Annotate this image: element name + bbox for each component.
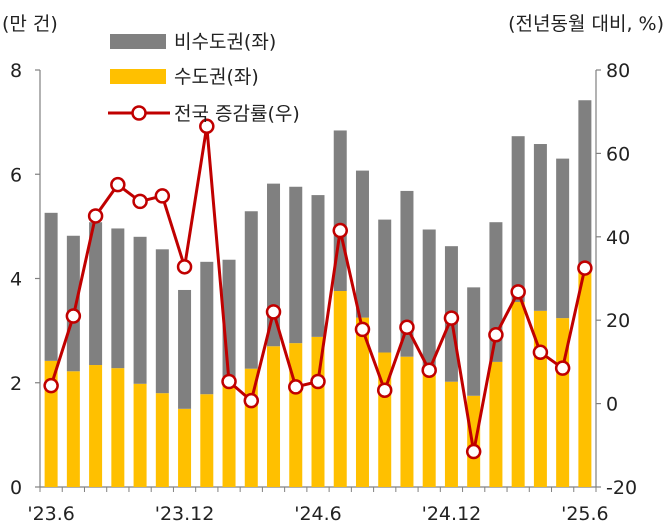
x-tick-label: '24.6 [294, 503, 342, 525]
bar-capital [578, 272, 592, 487]
bar-capital [444, 381, 458, 487]
right-tick-label: 40 [606, 227, 630, 249]
national-rate-point [332, 222, 348, 239]
right-tick-label: 0 [606, 394, 618, 416]
national-rate-point [110, 176, 126, 193]
bar-capital [200, 394, 214, 487]
bar-capital [311, 336, 325, 487]
legend-swatch-non-capital [110, 34, 166, 49]
bar-capital [155, 393, 169, 487]
national-rate-point [532, 344, 549, 361]
left-tick-label: 8 [10, 60, 22, 82]
bar-non-capital [422, 229, 436, 370]
national-rate-point [577, 260, 593, 276]
bar-non-capital [355, 170, 369, 318]
national-rate-point [176, 259, 193, 275]
bar-non-capital [89, 222, 103, 366]
national-rate-point [443, 310, 460, 326]
left-tick-label: 0 [10, 477, 22, 499]
bar-series-group [44, 100, 592, 487]
legend: 비수도권(좌) 수도권(좌) 전국 증감률(우) [108, 31, 300, 125]
national-rate-point [376, 382, 393, 399]
bar-non-capital [556, 158, 570, 319]
x-tick-label: '25.6 [561, 503, 609, 525]
national-rate-point [399, 319, 415, 336]
bar-capital [267, 346, 281, 487]
national-rate-point [354, 321, 371, 338]
bar-capital [467, 395, 481, 487]
axes-group: (만 건) (전년동월 대비, %) 0 2 4 6 8 -20 0 20 40 60 80 '23.… [2, 13, 664, 525]
line-series-group [43, 118, 593, 460]
bar-non-capital [267, 183, 281, 347]
bar-capital [511, 301, 525, 487]
left-tick-label: 2 [10, 373, 22, 395]
bar-capital [289, 343, 303, 487]
legend-label-non-capital: 비수도권(좌) [174, 31, 276, 53]
bar-capital [66, 371, 80, 487]
national-rate-point [465, 443, 482, 460]
legend-swatch-capital [110, 69, 166, 84]
bar-capital [489, 361, 503, 487]
national-rate-point [65, 308, 82, 324]
national-rate-point [132, 193, 148, 210]
bar-non-capital [467, 287, 481, 396]
national-rate-point [87, 208, 104, 224]
bar-non-capital [111, 228, 125, 369]
national-rate-point [43, 377, 59, 394]
bar-capital [333, 291, 347, 487]
national-rate-point [554, 360, 571, 376]
bar-capital [378, 352, 392, 487]
national-rate-point [310, 373, 326, 390]
bar-non-capital [578, 100, 592, 273]
national-rate-point [243, 392, 260, 409]
x-tick-label: '24.12 [422, 503, 482, 525]
x-tick-label: '23.12 [155, 503, 215, 525]
bar-non-capital [400, 190, 414, 357]
national-rate-point [199, 118, 215, 135]
legend-line-point-marker [131, 105, 147, 121]
right-tick-label: -20 [606, 477, 637, 499]
bar-capital [111, 368, 125, 487]
bar-non-capital [155, 249, 169, 394]
national-rate-point [510, 284, 526, 300]
x-tick-label: '23.6 [27, 503, 75, 525]
bar-non-capital [44, 212, 58, 361]
bar-non-capital [378, 219, 392, 353]
bar-non-capital [311, 195, 325, 337]
bar-capital [400, 356, 414, 487]
left-tick-label: 6 [10, 164, 22, 186]
legend-label-national-rate: 전국 증감률(우) [174, 103, 300, 125]
bar-capital [556, 318, 570, 487]
bar-non-capital [533, 144, 547, 311]
bar-non-capital [511, 136, 525, 302]
bar-non-capital [133, 236, 147, 384]
bar-non-capital [200, 261, 214, 395]
bar-capital [355, 317, 369, 487]
bar-non-capital [66, 235, 80, 372]
bar-capital [422, 369, 436, 487]
national-rate-point [488, 327, 504, 343]
bar-non-capital [244, 211, 258, 369]
national-rate-point [154, 188, 171, 204]
bar-non-capital [178, 289, 192, 409]
right-tick-label: 60 [606, 143, 630, 165]
bar-capital [222, 384, 236, 487]
left-axis-unit-label: (만 건) [2, 13, 58, 35]
left-tick-label: 4 [10, 269, 22, 291]
national-rate-point [265, 304, 282, 320]
bar-capital [178, 408, 192, 487]
right-axis-unit-label: (전년동월 대비, %) [508, 13, 664, 35]
legend-label-capital: 수도권(좌) [174, 66, 259, 88]
national-rate-point [288, 379, 304, 395]
right-tick-label: 80 [606, 60, 630, 82]
bar-capital [133, 383, 147, 487]
national-rate-point [421, 362, 437, 378]
bar-non-capital [289, 186, 303, 344]
right-tick-label: 20 [606, 310, 630, 332]
bar-capital [89, 365, 103, 487]
national-rate-point [221, 373, 237, 390]
